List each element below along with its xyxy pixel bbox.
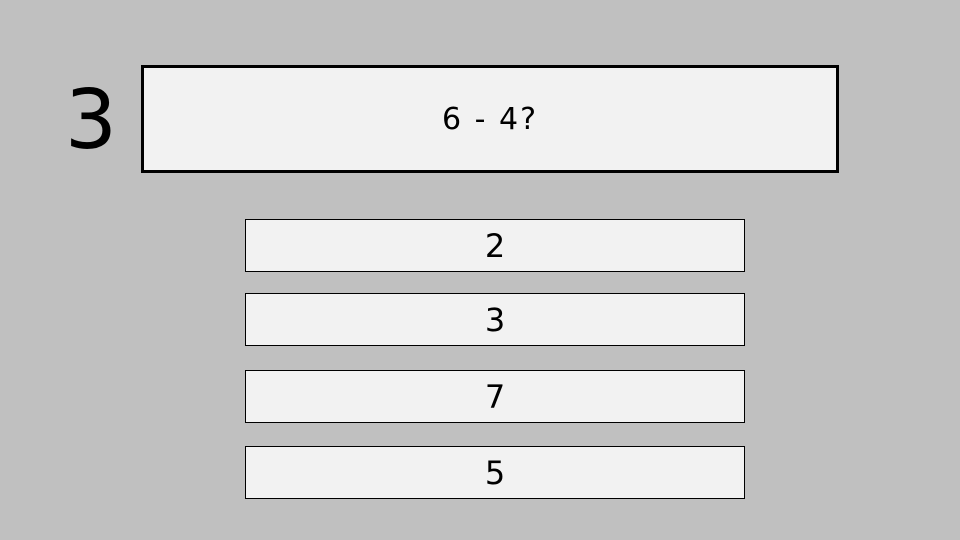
answer-label: 2 <box>484 226 506 265</box>
question-box: 6 - 4? <box>141 65 839 173</box>
answer-button-3[interactable]: 7 <box>245 370 745 423</box>
answer-label: 3 <box>484 300 506 339</box>
question-counter: 3 <box>64 73 118 168</box>
answer-label: 7 <box>484 377 506 416</box>
answer-button-4[interactable]: 5 <box>245 446 745 499</box>
answer-button-1[interactable]: 2 <box>245 219 745 272</box>
answer-button-2[interactable]: 3 <box>245 293 745 346</box>
answer-label: 5 <box>484 453 506 492</box>
question-text: 6 - 4? <box>442 101 538 137</box>
